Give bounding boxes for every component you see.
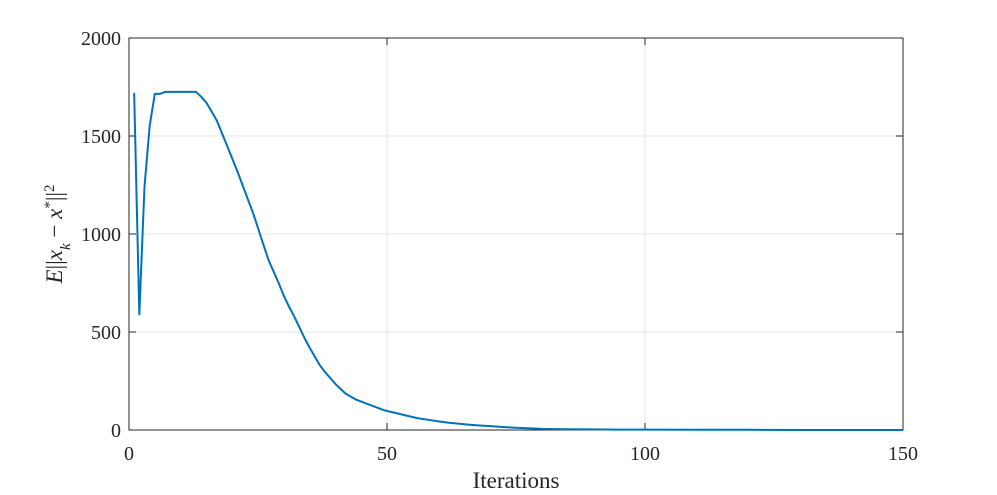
- y-axis-label-part: −: [42, 219, 67, 243]
- y-axis-label: E||xk − x*||2: [42, 184, 74, 284]
- y-tick-label: 1500: [81, 126, 121, 148]
- y-tick-label: 1000: [81, 224, 121, 246]
- y-tick-label: 0: [111, 420, 121, 442]
- x-tick-label: 150: [888, 443, 918, 465]
- y-axis-label-part: ||: [42, 260, 67, 269]
- y-axis-label-part: x: [42, 208, 67, 220]
- y-axis-label-part: E: [42, 269, 67, 284]
- y-axis-label-part: 2: [42, 184, 58, 192]
- x-tick-label: 100: [630, 443, 660, 465]
- x-axis-label: Iterations: [473, 468, 560, 493]
- y-tick-label: 500: [91, 322, 121, 344]
- y-axis-label-part: *: [42, 201, 58, 209]
- y-axis-label-part: k: [58, 243, 74, 250]
- y-axis-label-part: x: [42, 249, 67, 261]
- series-line: [133, 90, 903, 431]
- x-tick-label: 50: [377, 443, 397, 465]
- x-tick-label: 0: [124, 443, 134, 465]
- y-tick-label: 2000: [81, 28, 121, 50]
- y-axis-label-part: ||: [42, 192, 67, 201]
- series-lines: [133, 90, 903, 431]
